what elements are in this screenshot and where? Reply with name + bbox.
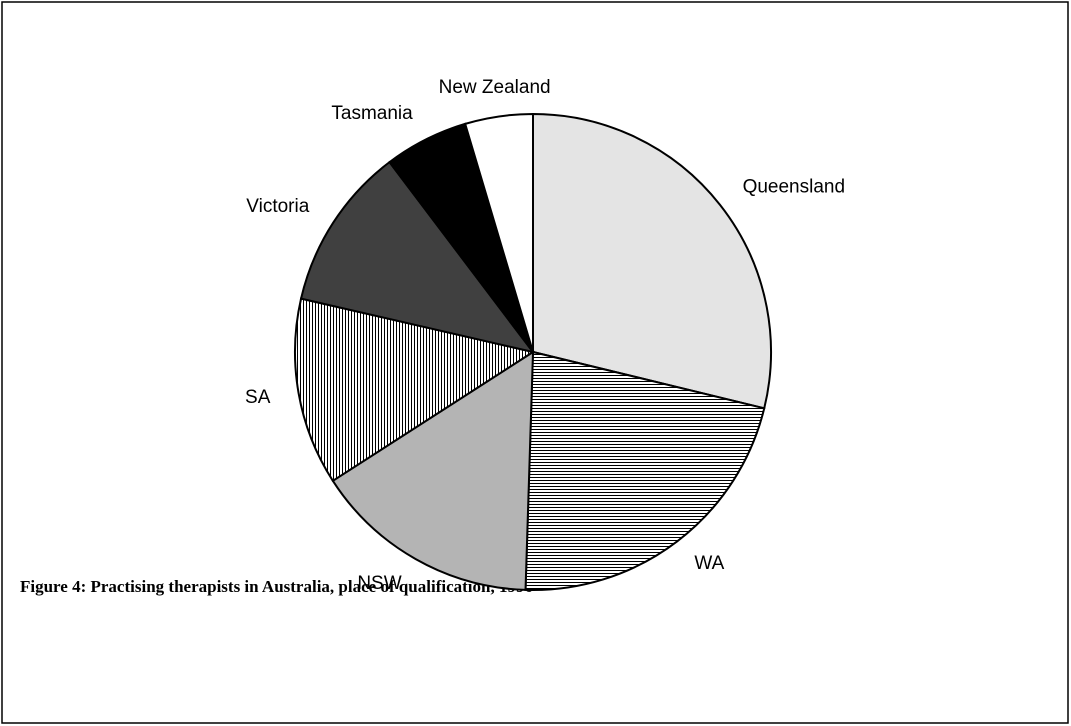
pie-slice	[331, 350, 535, 591]
pie-slice	[299, 160, 536, 354]
pie-slice	[463, 112, 534, 353]
slice-label: Queensland	[743, 176, 845, 197]
pie-slice	[532, 112, 772, 410]
slice-label: SA	[245, 387, 271, 408]
pie-slice	[524, 350, 766, 591]
slice-label: New Zealand	[439, 77, 551, 98]
caption: Figure 4: Practising therapists in Austr…	[20, 577, 533, 596]
slice-label: NSW	[357, 573, 401, 594]
slice-label: Victoria	[246, 196, 309, 217]
slice-label: Tasmania	[331, 103, 413, 124]
pie-slice	[294, 297, 536, 483]
slice-label: WA	[694, 553, 724, 574]
